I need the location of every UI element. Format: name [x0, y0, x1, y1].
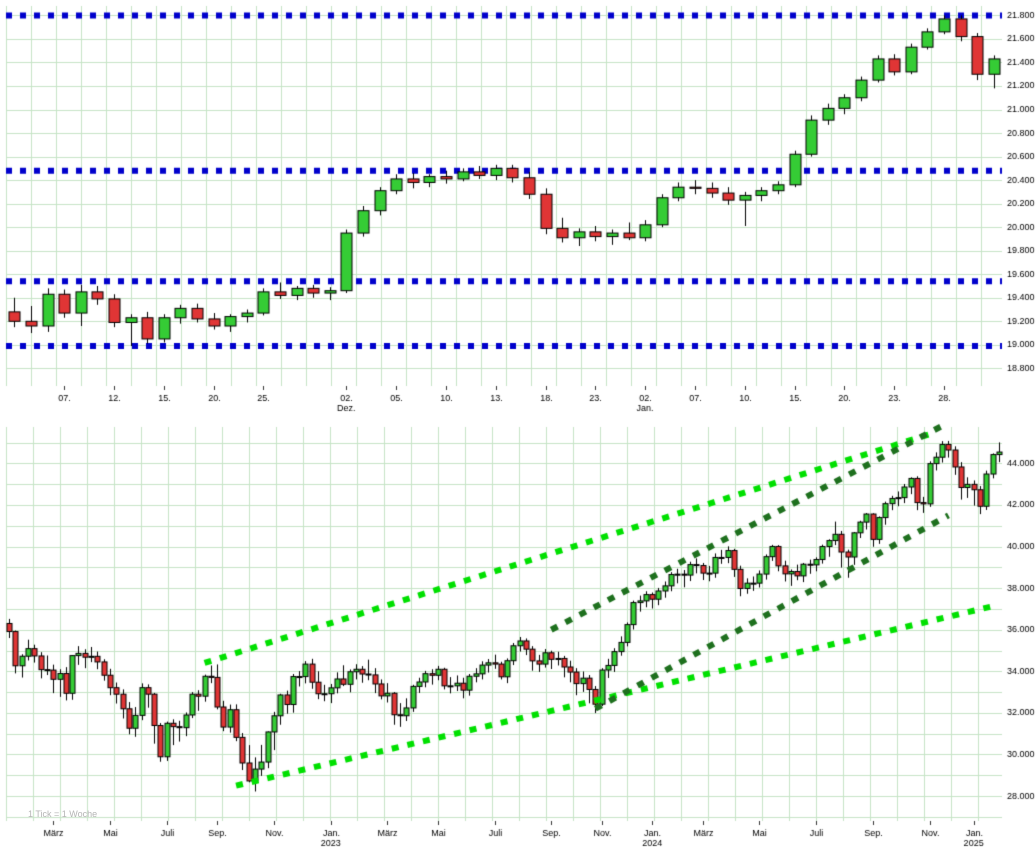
daily-chart-canvas[interactable] [0, 0, 1036, 417]
daily-chart [0, 0, 1036, 417]
weekly-chart-canvas[interactable] [0, 417, 1036, 859]
weekly-chart: 1 Tick = 1 Woche [0, 417, 1036, 859]
